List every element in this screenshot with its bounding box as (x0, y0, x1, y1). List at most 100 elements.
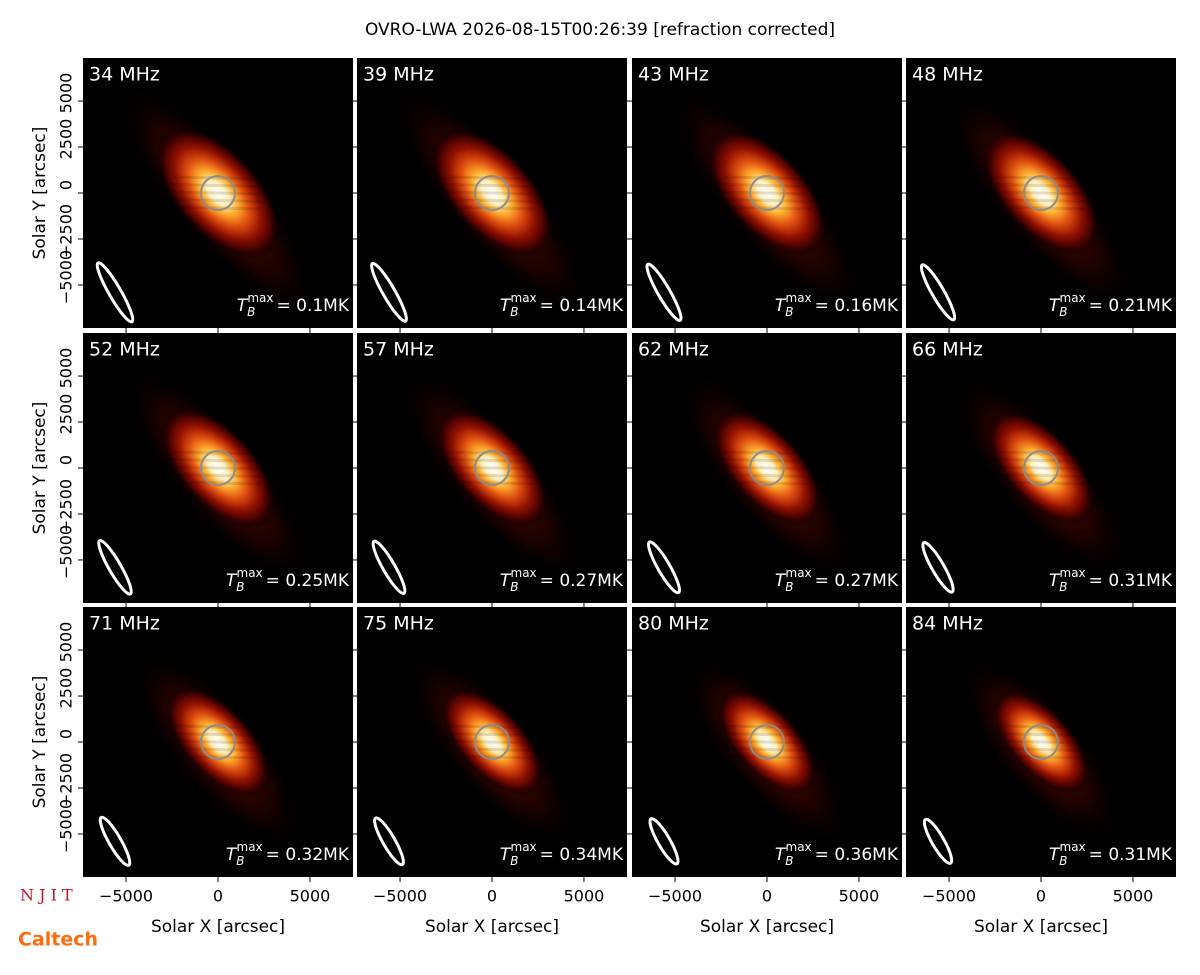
fringe (718, 182, 827, 189)
freq-label: 71 MHz (89, 613, 160, 635)
tb-eq: = (815, 571, 835, 591)
tb-sub: B (785, 580, 793, 594)
tb-value: 0.16MK (834, 296, 899, 316)
fringe (986, 739, 1096, 745)
tb-sub: B (236, 580, 244, 594)
tb-eq: = (276, 296, 296, 316)
x-tick-label: 5000 (290, 887, 331, 906)
fringe (174, 724, 283, 730)
y-axis-label: Solar Y [arcsec] (30, 676, 50, 809)
fringe (707, 197, 816, 204)
fringe (448, 450, 557, 456)
tb-eq: = (266, 845, 286, 865)
freq-label: 48 MHz (912, 64, 983, 86)
tb-label: TBmax = 0.25MK (226, 566, 350, 594)
freq-label: 62 MHz (638, 339, 709, 361)
beam (370, 261, 408, 323)
freq-label: 66 MHz (912, 339, 983, 361)
tb-sup: max (511, 291, 537, 305)
fringe (432, 746, 541, 753)
tb-eq: = (815, 845, 835, 865)
emission (992, 690, 1090, 794)
tb-eq: = (540, 296, 560, 316)
fringe (707, 746, 816, 753)
emission (717, 689, 817, 795)
fringe (443, 182, 552, 189)
solar-disk (200, 724, 236, 760)
freq-label: 43 MHz (638, 64, 709, 86)
fringe (981, 746, 1090, 753)
fringe (158, 746, 267, 753)
tb-eq: = (266, 571, 286, 591)
fringe (169, 457, 278, 464)
fringe (702, 205, 811, 211)
tb-symbol: T (500, 296, 512, 316)
beam (645, 262, 683, 323)
tb-eq: = (1089, 571, 1109, 591)
y-tick-label: −2500 (56, 753, 75, 807)
tb-symbol: T (500, 845, 512, 865)
x-tick-label: 0 (487, 887, 497, 906)
x-tick-label: 5000 (1113, 887, 1154, 906)
fringe (443, 457, 552, 464)
tb-value: 0.1MK (296, 296, 350, 316)
panel (357, 333, 627, 603)
tb-eq: = (540, 571, 560, 591)
solar-disk (749, 450, 785, 486)
beam (921, 541, 955, 594)
tb-label: TBmax = 0.21MK (1049, 291, 1173, 319)
tb-sup: max (1060, 291, 1086, 305)
solar-disk (474, 450, 510, 486)
emission (987, 411, 1095, 525)
freq-label: 34 MHz (89, 64, 160, 86)
panel (357, 58, 627, 328)
x-tick-label: −5000 (99, 887, 153, 906)
y-tick-label: −5000 (57, 250, 76, 304)
fringe (427, 754, 536, 760)
fringe (712, 739, 822, 745)
fringe (158, 197, 267, 204)
fringe (437, 465, 547, 471)
freq-label: 84 MHz (912, 613, 983, 635)
tb-sup: max (1060, 840, 1086, 854)
tb-label: TBmax = 0.27MK (500, 566, 624, 594)
x-tick-label: −5000 (373, 887, 427, 906)
fringe (163, 190, 273, 196)
fringe (702, 754, 811, 760)
y-tick-label: 0 (57, 180, 76, 190)
tb-label: TBmax = 0.34MK (500, 840, 624, 868)
y-tick-label: 0 (57, 455, 76, 465)
tb-sub: B (510, 580, 518, 594)
fringe (169, 731, 278, 738)
emission (165, 686, 271, 798)
tb-symbol: T (1049, 571, 1061, 591)
emission (441, 687, 543, 797)
panel (906, 607, 1176, 877)
tb-sup: max (786, 291, 812, 305)
y-axis-label: Solar Y [arcsec] (30, 402, 50, 535)
emission (156, 127, 280, 259)
fringe (986, 190, 1096, 196)
freq-label: 52 MHz (89, 339, 160, 361)
panel (632, 333, 902, 603)
beam (648, 817, 680, 866)
beam (95, 261, 135, 324)
tb-sup: max (237, 566, 263, 580)
beam (98, 815, 132, 867)
x-tick-label: 5000 (839, 887, 880, 906)
fringe (448, 724, 557, 730)
fringe (437, 739, 547, 745)
tb-sub: B (510, 305, 518, 319)
tb-sub: B (510, 854, 518, 868)
fringe (718, 457, 827, 464)
y-tick-label: 5000 (57, 73, 76, 114)
tb-value: 0.34MK (559, 845, 624, 865)
tb-label: TBmax = 0.14MK (500, 291, 624, 319)
tb-sub: B (785, 854, 793, 868)
fringe (169, 182, 278, 189)
tb-value: 0.31MK (1108, 845, 1173, 865)
tb-label: TBmax = 0.31MK (1049, 840, 1173, 868)
tb-label: TBmax = 0.27MK (775, 566, 899, 594)
tb-sub: B (1059, 854, 1067, 868)
tb-sub: B (236, 854, 244, 868)
